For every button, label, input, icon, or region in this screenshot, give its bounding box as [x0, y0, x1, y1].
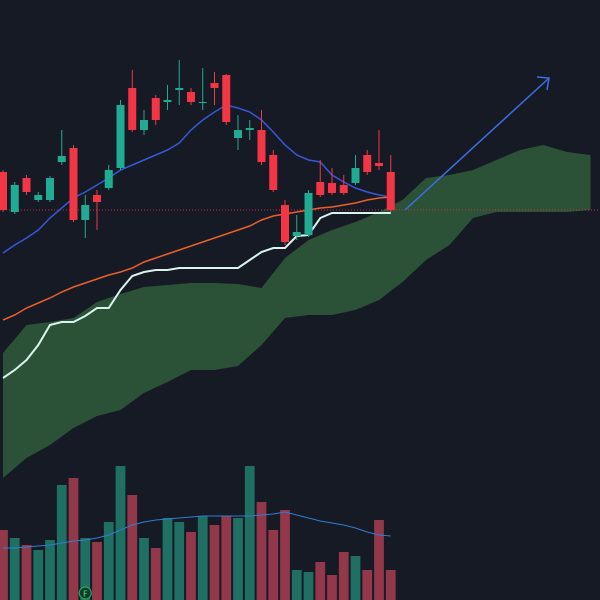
trend-arrow — [404, 78, 549, 211]
indicator-line — [2, 104, 391, 254]
candle-body — [93, 195, 101, 202]
volume-bar — [21, 545, 32, 600]
candle-body — [363, 155, 372, 172]
indicator-line — [2, 196, 391, 321]
volume-bar — [139, 538, 149, 600]
candle-body — [187, 92, 195, 102]
candle-body — [10, 185, 19, 212]
volume-bar — [33, 550, 44, 600]
volume-bar — [327, 575, 337, 600]
candle-body — [339, 185, 348, 193]
line-layer — [0, 104, 600, 379]
candle-body — [175, 88, 184, 90]
candle-body — [46, 178, 54, 200]
volume-ma-line — [3, 511, 391, 549]
volume-bar — [303, 572, 314, 600]
event-marker — [78, 586, 92, 600]
candle-body — [104, 170, 113, 188]
volume-bar — [174, 522, 185, 600]
volume-bar — [103, 522, 114, 600]
candle-body — [328, 183, 336, 193]
candle-body — [128, 88, 137, 130]
candle-layer — [0, 60, 395, 245]
cloud-layer — [3, 145, 591, 478]
candle-body — [69, 148, 78, 220]
volume-bar — [385, 570, 396, 600]
volume-bar — [68, 478, 79, 600]
volume-bar — [127, 495, 138, 600]
ichimoku-cloud — [3, 145, 591, 478]
volume-bar — [280, 510, 290, 600]
candle-body — [22, 178, 31, 192]
arrow-head — [536, 76, 550, 91]
candle-body — [292, 232, 301, 236]
volume-bar — [162, 518, 173, 600]
volume-bar — [350, 556, 361, 600]
volume-bar — [80, 538, 91, 600]
candle-body — [304, 193, 313, 235]
indicator-line — [2, 212, 391, 379]
volume-bar — [115, 466, 126, 600]
candle-body — [163, 100, 172, 102]
volume-bar — [209, 525, 220, 600]
candle-body — [269, 155, 278, 190]
candle-body — [257, 130, 266, 162]
volume-bar — [150, 548, 161, 600]
candle-body — [210, 83, 219, 88]
volume-bar — [244, 466, 255, 600]
candle-body — [0, 172, 7, 210]
candle-body — [57, 156, 66, 162]
volume-bar — [291, 570, 302, 600]
volume-bar — [338, 552, 349, 600]
volume-layer — [0, 466, 396, 600]
candle-body — [281, 205, 289, 242]
candle-body — [386, 172, 395, 210]
volume-bar — [45, 540, 55, 600]
event-marker-label: F — [83, 590, 88, 599]
candle-body — [198, 102, 207, 103]
candle-body — [81, 205, 90, 220]
annotation-layer: F — [78, 76, 550, 600]
candle-body — [140, 120, 148, 130]
volume-bar — [256, 502, 267, 600]
volume-bar — [186, 532, 196, 600]
volume-bar — [233, 518, 243, 600]
candle-body — [351, 168, 360, 183]
volume-bar — [362, 570, 373, 600]
candle-body — [234, 130, 242, 138]
candle-body — [151, 98, 160, 120]
candle-body — [245, 128, 254, 130]
volume-bar — [197, 516, 208, 600]
candle-body — [375, 163, 383, 166]
volume-bar — [0, 530, 8, 600]
candle-body — [222, 75, 231, 122]
volume-bar — [374, 520, 384, 600]
volume-bar — [221, 516, 232, 600]
volume-bar — [92, 542, 102, 600]
volume-bar — [268, 530, 279, 600]
candle-body — [34, 195, 43, 200]
volume-bar — [315, 562, 326, 600]
candle-body — [116, 105, 125, 168]
candle-body — [316, 182, 325, 195]
volume-bar — [9, 538, 20, 600]
